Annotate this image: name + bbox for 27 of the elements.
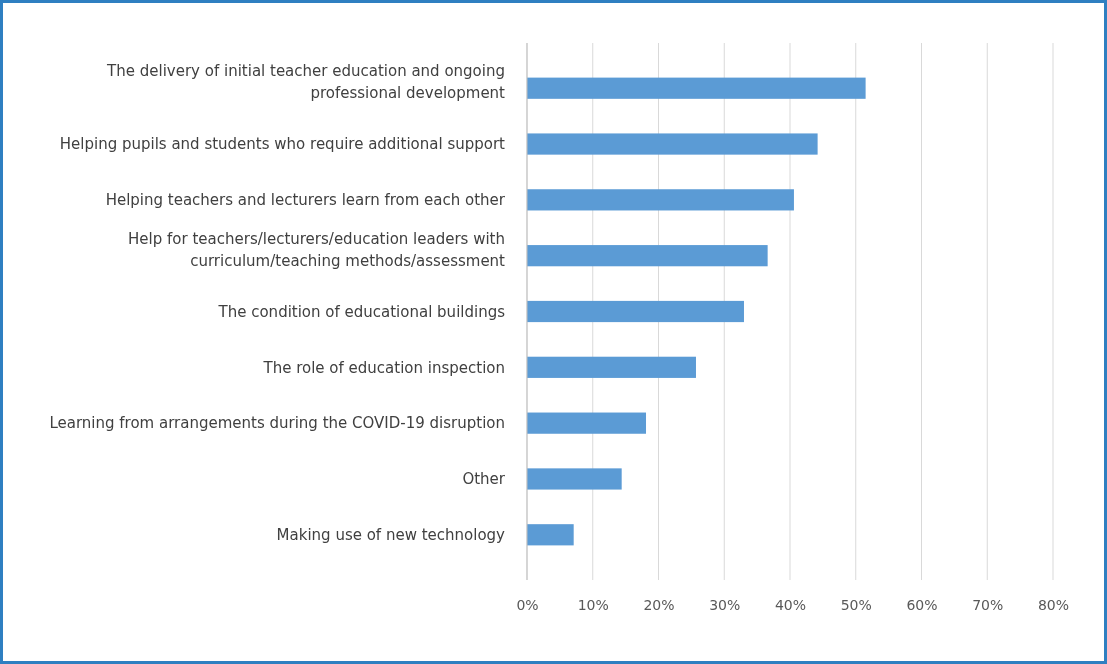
y-tick-label: The condition of educational buildings bbox=[217, 302, 506, 321]
bar bbox=[527, 524, 574, 546]
x-tick-label: 10% bbox=[577, 596, 609, 613]
bar bbox=[527, 245, 768, 267]
bar bbox=[527, 133, 818, 155]
bar bbox=[527, 356, 696, 378]
y-tick-label: Help for teachers/lecturers/education leaders with curriculum/teaching methods/assessment bbox=[128, 229, 506, 270]
x-tick-label: 0% bbox=[516, 596, 539, 613]
y-tick-label: Helping pupils and students who require additional support bbox=[59, 135, 506, 154]
x-tick-label: 30% bbox=[709, 596, 741, 613]
x-tick-label: 70% bbox=[972, 596, 1004, 613]
bar bbox=[527, 189, 794, 211]
y-tick-label: Helping teachers and lecturers learn from each other bbox=[105, 191, 506, 210]
x-tick-label: 80% bbox=[1037, 596, 1070, 613]
y-tick-label: Learning from arrangements during the COVID-19 disruption bbox=[49, 414, 505, 433]
bar bbox=[527, 412, 647, 434]
x-tick-label: 60% bbox=[906, 596, 938, 613]
y-tick-label: The delivery of initial teacher education and ongoing professional development bbox=[106, 62, 506, 103]
bar bbox=[527, 300, 744, 323]
y-tick-label: Other bbox=[462, 470, 506, 489]
x-tick-label: 50% bbox=[840, 596, 872, 613]
y-tick-label: The role of education inspection bbox=[262, 358, 505, 377]
x-tick-label: 20% bbox=[643, 596, 675, 613]
y-tick-label: Making use of new technology bbox=[276, 526, 506, 545]
bar bbox=[527, 468, 622, 490]
bar bbox=[527, 77, 866, 99]
x-tick-label: 40% bbox=[774, 596, 807, 613]
